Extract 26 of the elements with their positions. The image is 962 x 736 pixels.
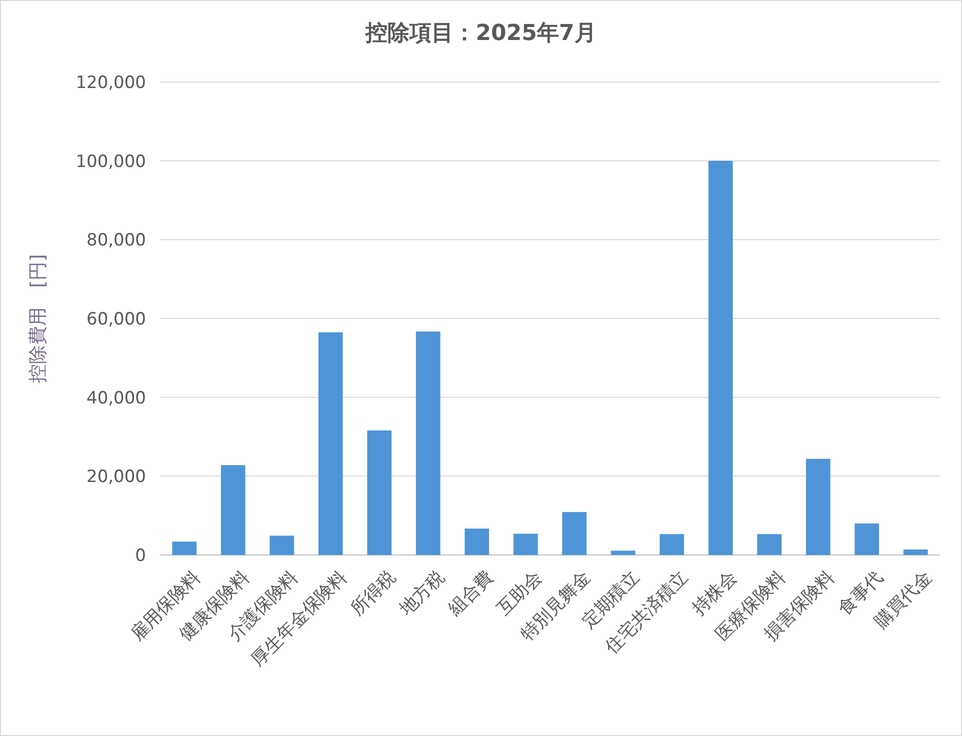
- bar: [660, 534, 684, 555]
- bar: [806, 458, 830, 555]
- y-tick-label: 80,000: [86, 230, 146, 251]
- y-tick-label: 120,000: [76, 73, 146, 93]
- bar: [318, 332, 343, 555]
- bar: [562, 512, 587, 555]
- x-tick-label: 所得税: [346, 566, 400, 620]
- bar: [757, 534, 782, 555]
- bar: [464, 528, 490, 555]
- bar: [367, 430, 392, 555]
- bar: [416, 332, 440, 555]
- bar: [172, 542, 197, 555]
- bar: [220, 465, 246, 555]
- y-tick-label: 40,000: [86, 388, 146, 408]
- bar: [854, 523, 880, 555]
- y-tick-label: 20,000: [86, 467, 146, 488]
- y-axis-title: 控除費用 [円]: [27, 254, 49, 383]
- bar: [708, 160, 733, 555]
- chart-title: 控除項目：2025年7月: [364, 21, 596, 46]
- y-tick-label: 60,000: [86, 310, 146, 330]
- bar: [610, 550, 636, 555]
- bar: [903, 549, 928, 555]
- y-tick-label: 100,000: [76, 152, 146, 172]
- bar: [513, 534, 538, 555]
- bar: [270, 536, 294, 555]
- y-tick-label: 0: [135, 546, 146, 566]
